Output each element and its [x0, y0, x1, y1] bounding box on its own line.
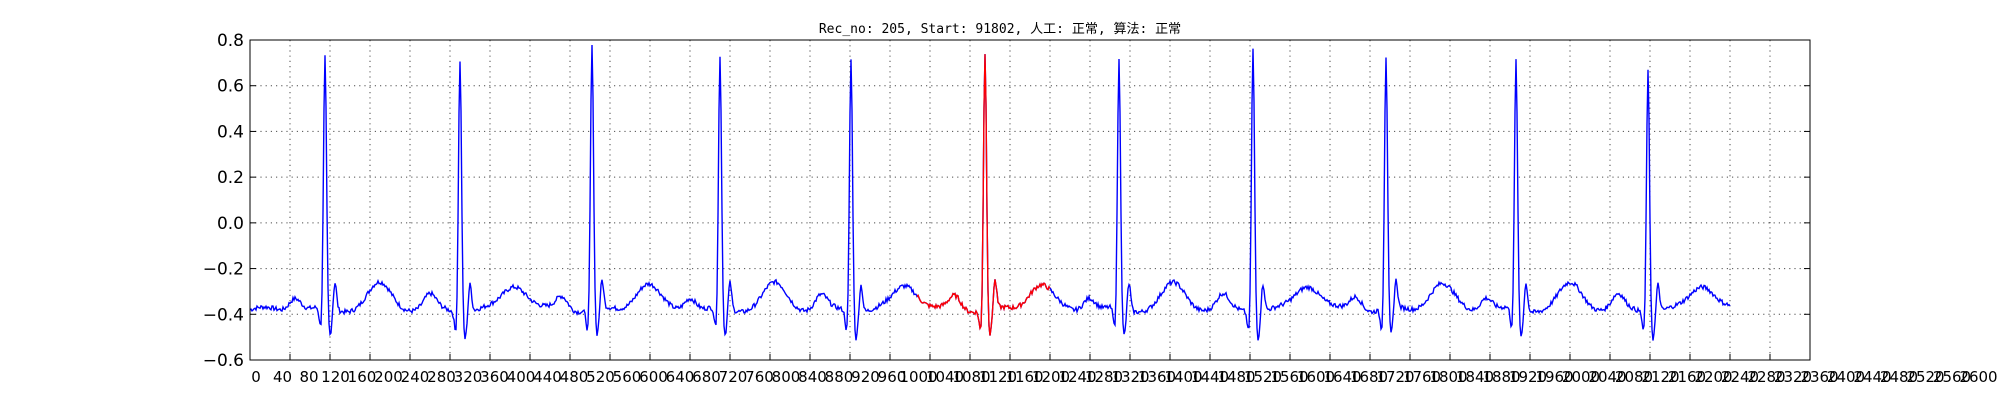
x-tick-label: 720	[719, 368, 748, 386]
x-tick-label: 40	[273, 368, 292, 386]
grid	[249, 39, 1811, 361]
x-tick-label: 1280	[1085, 368, 1123, 386]
x-tick-label: 960	[878, 368, 907, 386]
x-tick-label: 1160	[1005, 368, 1043, 386]
x-tick-label: 2360	[1800, 368, 1838, 386]
x-tick-label: 2520	[1906, 368, 1944, 386]
x-tick-label: 680	[692, 368, 721, 386]
x-tick-label: 400	[507, 368, 536, 386]
x-tick-label: 1440	[1191, 368, 1229, 386]
x-tick-label: 2200	[1694, 368, 1732, 386]
plot-frame	[249, 39, 1811, 361]
x-tick-label: 1760	[1403, 368, 1441, 386]
x-tick-label: 1640	[1323, 368, 1361, 386]
y-tick-label: 0.0	[217, 214, 244, 234]
x-tick-label: 1080	[952, 368, 990, 386]
x-tick-label: 1400	[1164, 368, 1202, 386]
x-tick-label: 920	[851, 368, 880, 386]
x-tick-label: 2320	[1774, 368, 1812, 386]
x-tick-label: 2120	[1641, 368, 1679, 386]
x-tick-label: 480	[560, 368, 589, 386]
x-tick-label: 0	[251, 368, 261, 386]
x-tick-label: 2440	[1853, 368, 1891, 386]
x-tick-label: 2600	[1959, 368, 1997, 386]
x-tick-label: 1880	[1482, 368, 1520, 386]
x-tick-label: 1320	[1111, 368, 1149, 386]
x-tick-label: 760	[745, 368, 774, 386]
x-axis-ticks: 0 40 80 12016020024028032036040044048052056…	[249, 354, 1998, 386]
x-tick-label: 800	[772, 368, 801, 386]
y-tick-label: 0.8	[217, 31, 244, 51]
x-tick-label: 120	[321, 368, 350, 386]
x-tick-label: 880	[825, 368, 854, 386]
x-tick-label: 560	[613, 368, 642, 386]
x-tick-label: 2280	[1747, 368, 1785, 386]
x-tick-label: 80	[299, 368, 318, 386]
y-tick-label: −0.2	[203, 260, 244, 280]
x-tick-label: 2040	[1588, 368, 1626, 386]
chart-title: Rec_no: 205, Start: 91802, 人工: 正常, 算法: 正…	[819, 22, 1181, 37]
y-tick-label: 0.2	[217, 168, 244, 188]
x-tick-label: 1720	[1376, 368, 1414, 386]
x-tick-label: 440	[533, 368, 562, 386]
x-tick-label: 360	[480, 368, 509, 386]
x-tick-label: 1360	[1138, 368, 1176, 386]
x-tick-label: 1920	[1509, 368, 1547, 386]
x-tick-label: 280	[427, 368, 456, 386]
x-tick-label: 1000	[899, 368, 937, 386]
x-tick-label: 2400	[1827, 368, 1865, 386]
x-tick-label: 600	[639, 368, 668, 386]
x-tick-label: 1840	[1456, 368, 1494, 386]
series-lines	[249, 45, 1731, 341]
x-tick-label: 1480	[1217, 368, 1255, 386]
x-tick-label: 1600	[1297, 368, 1335, 386]
x-tick-label: 1680	[1350, 368, 1388, 386]
ecg-highlight-line	[916, 54, 1051, 336]
x-tick-label: 2480	[1880, 368, 1918, 386]
y-tick-label: 0.6	[217, 77, 244, 97]
x-tick-label: 200	[374, 368, 403, 386]
ecg-trace-line	[249, 45, 1731, 341]
x-tick-label: 240	[401, 368, 430, 386]
y-tick-label: −0.6	[203, 351, 244, 371]
x-tick-label: 840	[798, 368, 827, 386]
x-tick-label: 2240	[1721, 368, 1759, 386]
y-axis-ticks: −0.6 −0.4 −0.2 0.0 0.2 0.4 0.6 0.8	[203, 31, 1810, 371]
x-tick-label: 1200	[1032, 368, 1070, 386]
x-tick-label: 640	[666, 368, 695, 386]
x-tick-label: 320	[454, 368, 483, 386]
x-tick-label: 2000	[1562, 368, 1600, 386]
y-tick-label: 0.4	[217, 122, 244, 142]
x-tick-label: 1040	[926, 368, 964, 386]
x-tick-label: 1800	[1429, 368, 1467, 386]
x-tick-label: 2560	[1933, 368, 1971, 386]
x-tick-label: 160	[348, 368, 377, 386]
x-tick-label: 1520	[1244, 368, 1282, 386]
x-tick-label: 1560	[1270, 368, 1308, 386]
x-tick-label: 1960	[1535, 368, 1573, 386]
x-tick-label: 2160	[1668, 368, 1706, 386]
x-tick-label: 2080	[1615, 368, 1653, 386]
x-tick-label: 1240	[1058, 368, 1096, 386]
x-tick-label: 520	[586, 368, 615, 386]
y-tick-label: −0.4	[203, 305, 244, 325]
x-tick-label: 1120	[979, 368, 1017, 386]
